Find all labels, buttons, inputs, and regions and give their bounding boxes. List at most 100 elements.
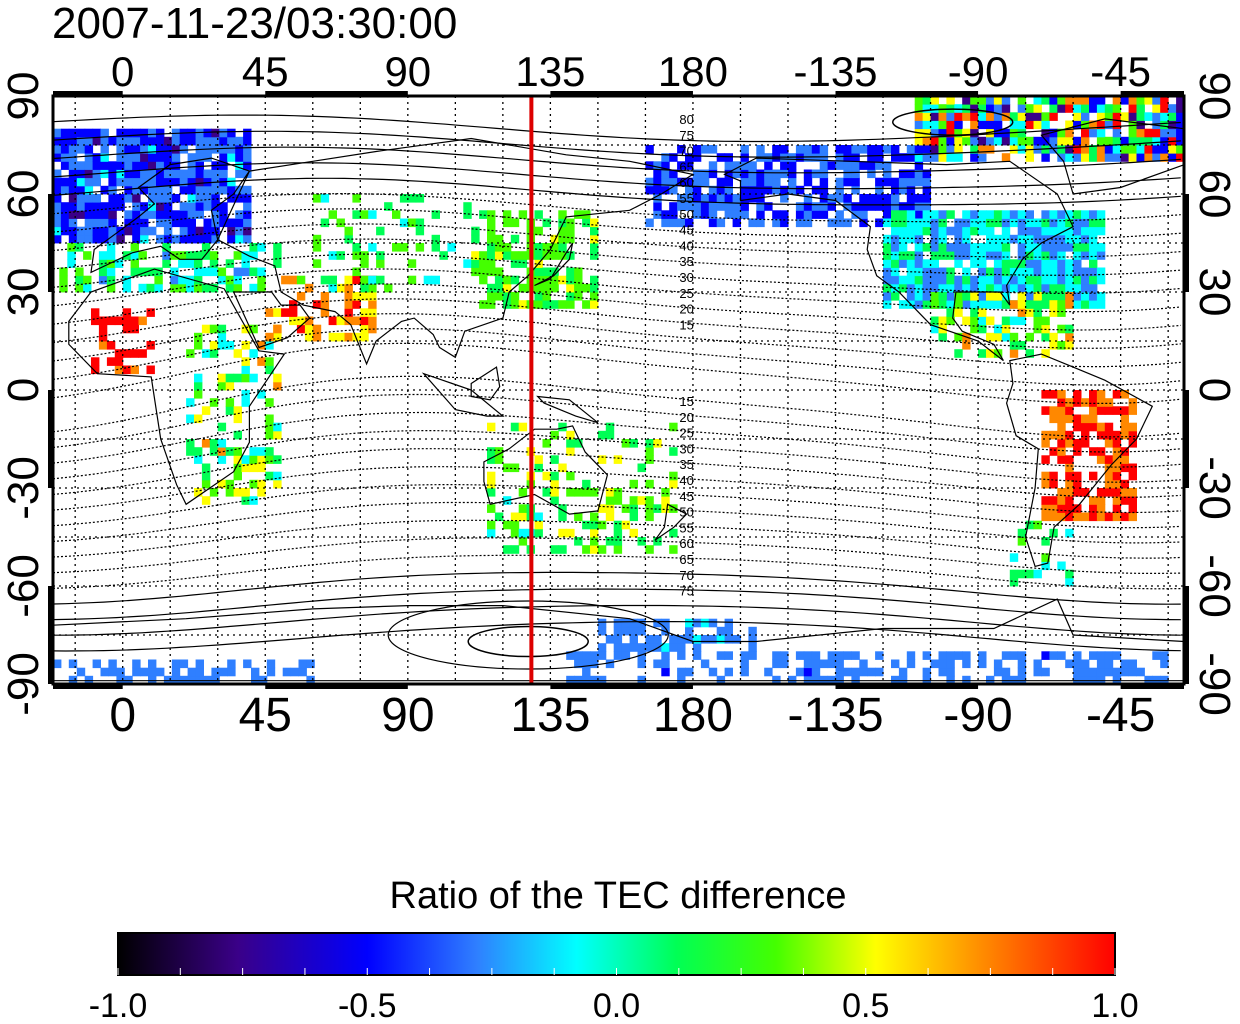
tec-cell [100, 202, 109, 211]
tec-cell [827, 659, 836, 669]
tec-cell [542, 218, 551, 228]
tec-cell [76, 234, 86, 244]
tec-cell [986, 145, 995, 154]
tec-cell [1112, 463, 1122, 473]
tec-cell [550, 496, 559, 505]
tec-cell [1104, 488, 1114, 497]
tec-cell [827, 194, 836, 203]
tec-cell [938, 234, 947, 244]
tec-cell [954, 332, 963, 342]
tec-cell [740, 210, 749, 219]
tec-cell [1096, 112, 1106, 121]
tec-cell [100, 153, 109, 162]
tec-cell [978, 349, 987, 358]
tec-cell [1073, 488, 1082, 497]
tec-cell [1009, 210, 1019, 219]
tec-cell [124, 153, 133, 162]
tec-cell [930, 96, 939, 105]
tec-cell [209, 439, 219, 448]
tec-cell [1057, 324, 1066, 334]
tec-cell [1104, 659, 1114, 669]
tec-cell [186, 447, 195, 456]
tec-cell [471, 226, 480, 236]
tec-cell [187, 194, 196, 203]
tec-cell [68, 202, 78, 211]
tec-cell [187, 169, 196, 179]
tec-cell [122, 275, 132, 285]
tec-cell [1049, 332, 1058, 342]
tec-cell [1057, 292, 1066, 301]
contour-label-north: 75 [679, 128, 693, 143]
tec-cell [122, 316, 132, 326]
tec-cell [1057, 145, 1066, 154]
tec-cell [1136, 667, 1145, 677]
tec-cell [645, 177, 654, 187]
tec-cell [1049, 259, 1058, 268]
contour-label-north: 45 [679, 223, 693, 238]
tec-cell [233, 406, 242, 415]
tec-cell [1065, 488, 1074, 497]
tec-cell [360, 259, 369, 268]
tec-cell [98, 332, 108, 342]
tec-cell [851, 145, 860, 154]
tec-cell [344, 226, 353, 236]
tec-cell [986, 349, 995, 358]
tec-cell [1065, 430, 1074, 440]
tec-cell [938, 275, 947, 285]
tec-cell [249, 447, 258, 456]
tec-cell [1057, 455, 1066, 464]
tec-cell [209, 349, 219, 358]
tec-cell [1120, 422, 1129, 432]
tec-cell [906, 659, 916, 669]
tec-cell [487, 488, 496, 497]
tec-cell [194, 275, 203, 285]
tec-cell [360, 332, 369, 342]
tec-cell [518, 512, 528, 522]
tec-cell [211, 128, 220, 138]
magnetic-contour [53, 177, 1181, 206]
tec-cell [843, 169, 852, 179]
tec-cell [487, 234, 496, 244]
tec-cell [922, 210, 931, 219]
tec-cell [629, 479, 638, 489]
tec-cell [1033, 259, 1042, 268]
tec-cell [621, 504, 631, 513]
tec-cell [211, 667, 220, 677]
tec-cell [1089, 390, 1098, 399]
tec-cell [148, 169, 157, 179]
tec-cell [201, 496, 211, 505]
tec-cell [566, 651, 575, 660]
tec-cell [1120, 112, 1129, 121]
tec-cell [1128, 488, 1137, 497]
tec-cell [867, 161, 876, 170]
contour-label-north: 70 [679, 144, 693, 159]
tec-cell [1096, 300, 1106, 309]
tec-cell [1009, 136, 1019, 146]
tec-cell [265, 455, 274, 464]
tec-cell [922, 96, 931, 105]
tec-cell [1104, 104, 1114, 113]
tec-cell [685, 626, 694, 636]
tec-cell [590, 537, 599, 546]
magnetic-contour [53, 130, 1181, 158]
tec-cell [875, 161, 884, 170]
tec-cell [748, 218, 757, 228]
tec-cell [187, 218, 196, 228]
tec-cell [732, 202, 741, 211]
tec-cell [645, 504, 654, 513]
tec-cell [534, 226, 543, 236]
tec-cell [116, 153, 125, 162]
tec-cell [194, 251, 203, 260]
tec-cell [132, 177, 141, 187]
tec-cell [938, 145, 947, 154]
tec-cell [780, 169, 789, 179]
tec-cell [195, 185, 204, 195]
tec-cell [716, 202, 726, 211]
tec-cell [891, 243, 900, 252]
tec-cell [883, 292, 892, 301]
tec-cell [1128, 430, 1137, 440]
tec-cell [827, 651, 836, 660]
tec-cell [795, 667, 805, 677]
tec-cell [312, 194, 322, 203]
tec-cell [574, 439, 583, 448]
